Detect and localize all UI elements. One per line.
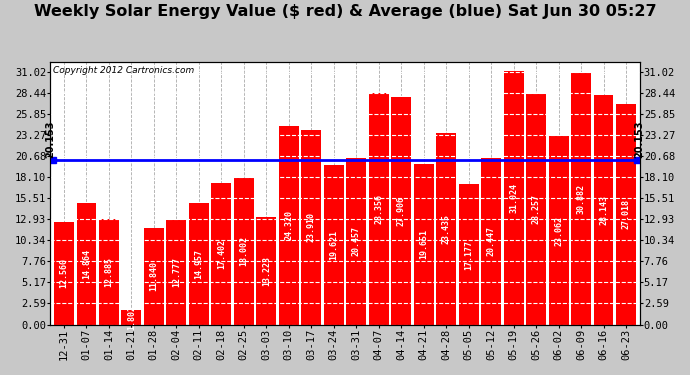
Bar [549,136,569,325]
Text: 11.840: 11.840 [149,261,159,291]
Text: Copyright 2012 Cartronics.com: Copyright 2012 Cartronics.com [53,66,195,75]
Text: 17.177: 17.177 [464,240,473,270]
Text: 30.882: 30.882 [577,184,586,214]
Text: 1.802: 1.802 [127,305,136,330]
Bar [324,165,344,325]
Text: 17.402: 17.402 [217,238,226,268]
Text: 24.320: 24.320 [284,210,293,240]
Text: 12.777: 12.777 [172,258,181,288]
Bar [166,220,186,325]
Bar [121,310,141,325]
Bar [526,94,546,325]
Text: 31.024: 31.024 [509,183,518,213]
Text: 27.906: 27.906 [397,196,406,226]
Bar [571,73,591,325]
Bar [346,158,366,325]
Bar [414,164,433,325]
Bar [504,72,524,325]
Text: 20.447: 20.447 [486,226,495,256]
Text: 19.651: 19.651 [420,230,428,260]
Bar [616,104,636,325]
Bar [257,217,276,325]
Bar [144,228,164,325]
Text: 12.885: 12.885 [104,257,113,287]
Bar [436,134,456,325]
Text: 23.910: 23.910 [307,212,316,242]
Bar [481,158,501,325]
Text: 18.002: 18.002 [239,236,248,266]
Text: 13.223: 13.223 [262,256,270,286]
Text: 23.062: 23.062 [554,216,563,246]
Bar [369,93,388,325]
Text: 27.018: 27.018 [622,200,631,230]
Bar [302,129,321,325]
Bar [189,202,209,325]
Text: Weekly Solar Energy Value ($ red) & Average (blue) Sat Jun 30 05:27: Weekly Solar Energy Value ($ red) & Aver… [34,4,656,19]
Text: 20.153: 20.153 [46,120,55,158]
Bar [99,219,119,325]
Text: 14.957: 14.957 [195,249,204,279]
Text: 28.143: 28.143 [599,195,608,225]
Bar [77,203,97,325]
Bar [459,184,479,325]
Bar [54,222,74,325]
Bar [593,95,613,325]
Bar [211,183,231,325]
Text: 23.435: 23.435 [442,214,451,244]
Text: 28.257: 28.257 [531,194,541,224]
Text: 12.560: 12.560 [59,258,68,288]
Bar [234,178,254,325]
Bar [391,97,411,325]
Text: 14.864: 14.864 [82,249,91,279]
Bar [279,126,299,325]
Text: 20.153: 20.153 [635,120,644,158]
Text: 20.457: 20.457 [352,226,361,256]
Text: 19.621: 19.621 [329,230,338,260]
Text: 28.356: 28.356 [374,194,383,224]
